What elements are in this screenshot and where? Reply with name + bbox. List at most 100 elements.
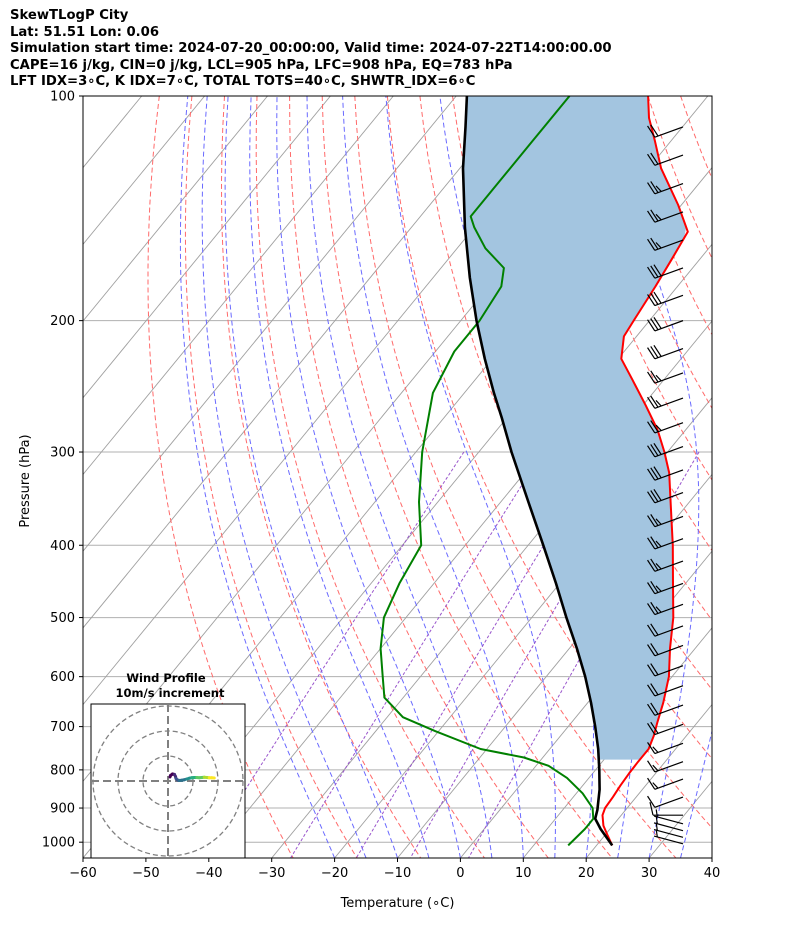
wind-barb bbox=[647, 317, 684, 332]
wind-barb bbox=[647, 601, 684, 616]
wind-barb bbox=[647, 777, 684, 790]
dry-adiabat-line bbox=[713, 96, 794, 858]
y-tick-label: 500 bbox=[50, 611, 75, 626]
isotherm-line bbox=[83, 96, 457, 552]
wind-barb bbox=[647, 291, 684, 307]
wind-barb bbox=[647, 742, 684, 755]
wind-barb bbox=[647, 264, 684, 279]
isotherm-line bbox=[83, 96, 331, 399]
isotherm-line bbox=[83, 96, 394, 476]
wind-barb bbox=[647, 395, 684, 409]
moist-adiabat-line bbox=[179, 96, 336, 858]
wind-barb bbox=[647, 420, 684, 434]
x-tick-label: 30 bbox=[641, 866, 658, 881]
dry-adiabat-line bbox=[321, 96, 613, 858]
dry-adiabat-line bbox=[354, 96, 677, 858]
moist-adiabat-line bbox=[224, 96, 398, 858]
dry-adiabat-line bbox=[746, 96, 794, 858]
isotherm-line bbox=[460, 550, 712, 858]
x-tick-label: −50 bbox=[132, 866, 159, 881]
wind-barb bbox=[647, 663, 684, 677]
wind-barb bbox=[647, 623, 684, 637]
dry-adiabat-line bbox=[255, 96, 485, 858]
wind-barb bbox=[647, 702, 684, 716]
x-tick-label: −60 bbox=[69, 866, 96, 881]
x-tick-label: 20 bbox=[578, 866, 595, 881]
chart-location: Lat: 51.51 Lon: 0.06 bbox=[10, 24, 160, 40]
mixing-ratio-line bbox=[290, 451, 544, 858]
moist-adiabat-line bbox=[680, 729, 712, 858]
y-tick-label: 300 bbox=[50, 446, 75, 461]
isotherm-line bbox=[397, 473, 712, 858]
wind-barb bbox=[647, 581, 684, 595]
moist-adiabat-line bbox=[711, 856, 712, 858]
dry-adiabat-line bbox=[386, 96, 712, 829]
x-tick-label: 10 bbox=[515, 866, 532, 881]
isotherm-line bbox=[83, 96, 205, 246]
y-tick-label: 900 bbox=[50, 802, 75, 817]
isotherm-line bbox=[0, 96, 79, 858]
moist-adiabat-line bbox=[306, 96, 493, 858]
y-tick-label: 600 bbox=[50, 670, 75, 685]
wind-barb bbox=[647, 536, 684, 550]
wind-barb bbox=[647, 558, 684, 572]
hodograph-title: Wind Profile bbox=[126, 671, 206, 685]
wind-barb bbox=[647, 795, 684, 808]
isotherm-line bbox=[83, 96, 520, 629]
dewpoint-line bbox=[379, 96, 595, 847]
dry-adiabat-line bbox=[778, 96, 794, 858]
x-axis-label: Temperature (∘C) bbox=[340, 896, 455, 911]
wind-barb bbox=[647, 181, 684, 195]
wind-barb bbox=[647, 152, 684, 166]
x-tick-label: 0 bbox=[456, 866, 464, 881]
x-tick-label: 40 bbox=[704, 866, 721, 881]
dry-adiabat-line bbox=[147, 96, 294, 858]
dry-adiabat-line bbox=[680, 96, 712, 180]
moist-adiabat-line bbox=[598, 96, 700, 858]
wind-barb bbox=[647, 683, 684, 697]
isotherm-line bbox=[585, 703, 712, 858]
y-tick-label: 100 bbox=[50, 90, 75, 105]
y-tick-label: 200 bbox=[50, 314, 75, 329]
isotherm-line bbox=[775, 96, 794, 858]
y-tick-label: 800 bbox=[50, 763, 75, 778]
wind-barb bbox=[647, 514, 684, 528]
wind-barb bbox=[647, 466, 684, 481]
wind-barb bbox=[647, 209, 684, 223]
moist-adiabat-line bbox=[276, 96, 461, 858]
wind-barb bbox=[647, 721, 684, 736]
axes: −60 −50 −40 −30 −20 −10 0 10 20 30 40 100 200 300 400 5… bbox=[42, 90, 720, 882]
isotherm-line bbox=[711, 857, 712, 858]
isotherm-line bbox=[83, 96, 268, 322]
x-tick-label: −40 bbox=[195, 866, 222, 881]
parcel-line bbox=[461, 96, 614, 847]
x-tick-label: −20 bbox=[321, 866, 348, 881]
chart-times: Simulation start time: 2024-07-20_00:00:… bbox=[10, 41, 612, 57]
cape-area bbox=[463, 96, 687, 760]
moist-adiabat-line bbox=[249, 96, 430, 858]
wind-barb bbox=[647, 124, 684, 138]
wind-barb bbox=[647, 643, 684, 657]
x-tick-label: −30 bbox=[258, 866, 285, 881]
wind-barb bbox=[647, 370, 684, 384]
wind-barb bbox=[647, 442, 684, 458]
dry-adiabat-line bbox=[184, 96, 358, 858]
temperature-line bbox=[601, 96, 689, 846]
y-tick-label: 700 bbox=[50, 720, 75, 735]
moist-adiabat-line bbox=[201, 96, 367, 858]
moist-adiabat-line bbox=[385, 96, 556, 858]
hodograph-subtitle: 10m/s increment bbox=[116, 686, 225, 700]
wind-barb bbox=[653, 816, 684, 832]
chart-station-title: SkewTLogP City bbox=[10, 8, 129, 23]
wind-barb bbox=[647, 760, 684, 773]
dry-adiabat-line bbox=[289, 96, 549, 858]
moist-adiabat-line bbox=[342, 96, 524, 858]
chart-params-line-2: LFT IDX=3∘C, K IDX=7∘C, TOTAL TOTS=40∘C,… bbox=[10, 74, 476, 90]
y-axis-label: Pressure (hPa) bbox=[18, 434, 33, 527]
y-tick-label: 400 bbox=[50, 539, 75, 554]
wind-barb bbox=[647, 237, 684, 251]
wind-barb bbox=[647, 489, 684, 504]
wind-barb bbox=[649, 802, 683, 816]
